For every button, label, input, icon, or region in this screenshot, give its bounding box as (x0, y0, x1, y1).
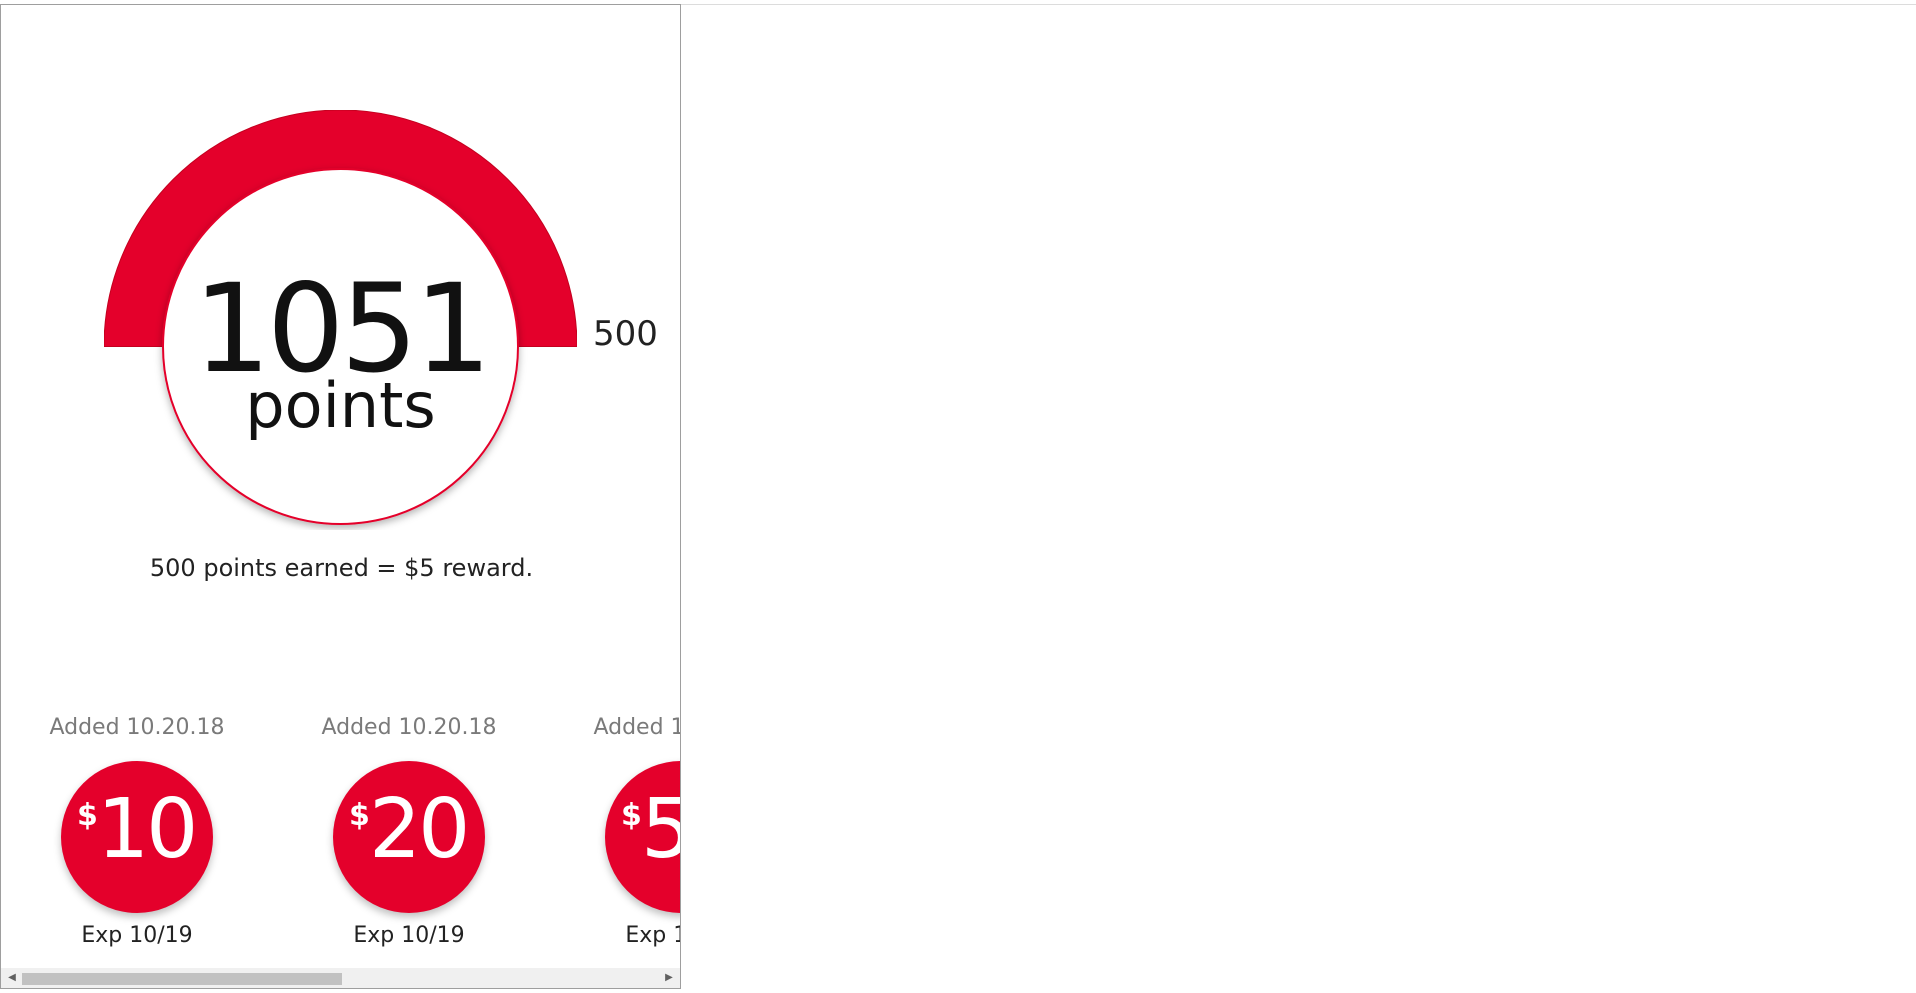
points-gauge: 1051 points (104, 110, 577, 530)
rewards-panel: 1051 points 500 500 points earned = $5 r… (0, 4, 681, 989)
horizontal-scrollbar[interactable]: ◀ ▶ (1, 968, 680, 988)
reward-card[interactable]: Added 10.20.18 $ 5 Exp 10/19 (545, 715, 680, 955)
reward-added-date: Added 10.20.18 (321, 715, 497, 740)
reward-currency-symbol: $ (77, 798, 98, 833)
reward-coin[interactable]: $ 5 (605, 761, 680, 913)
points-value: 1051 (193, 258, 491, 400)
reward-added-date: Added 10.20.18 (49, 715, 225, 740)
reward-coin[interactable]: $ 20 (333, 761, 485, 913)
reward-currency-symbol: $ (621, 798, 642, 833)
reward-expiry: Exp 10/19 (353, 923, 465, 948)
reward-currency-symbol: $ (349, 798, 370, 833)
reward-amount: 10 (97, 782, 198, 877)
points-goal-label: 500 (593, 314, 658, 354)
chevron-right-icon[interactable]: ▶ (665, 972, 673, 983)
reward-coin[interactable]: $ 10 (61, 761, 213, 913)
points-gauge-graphic (104, 110, 577, 525)
gauge-center-disc (162, 168, 519, 525)
reward-expiry: Exp 10/19 (81, 923, 193, 948)
reward-amount: 5 (641, 789, 680, 871)
reward-expiry: Exp 10/19 (625, 923, 680, 948)
scrollbar-thumb[interactable] (22, 973, 342, 985)
rewards-carousel[interactable]: Added 10.20.18 $ 10 Exp 10/19 Added 10.2… (1, 715, 680, 965)
points-label: points (245, 369, 436, 442)
reward-card[interactable]: Added 10.20.18 $ 10 Exp 10/19 (1, 715, 241, 955)
reward-note: 500 points earned = $5 reward. (149, 554, 534, 582)
chevron-left-icon[interactable]: ◀ (8, 972, 16, 983)
window-top-border (558, 4, 1916, 5)
reward-card[interactable]: Added 10.20.18 $ 20 Exp 10/19 (273, 715, 513, 955)
reward-amount: 20 (369, 782, 470, 877)
reward-added-date: Added 10.20.18 (593, 715, 680, 740)
